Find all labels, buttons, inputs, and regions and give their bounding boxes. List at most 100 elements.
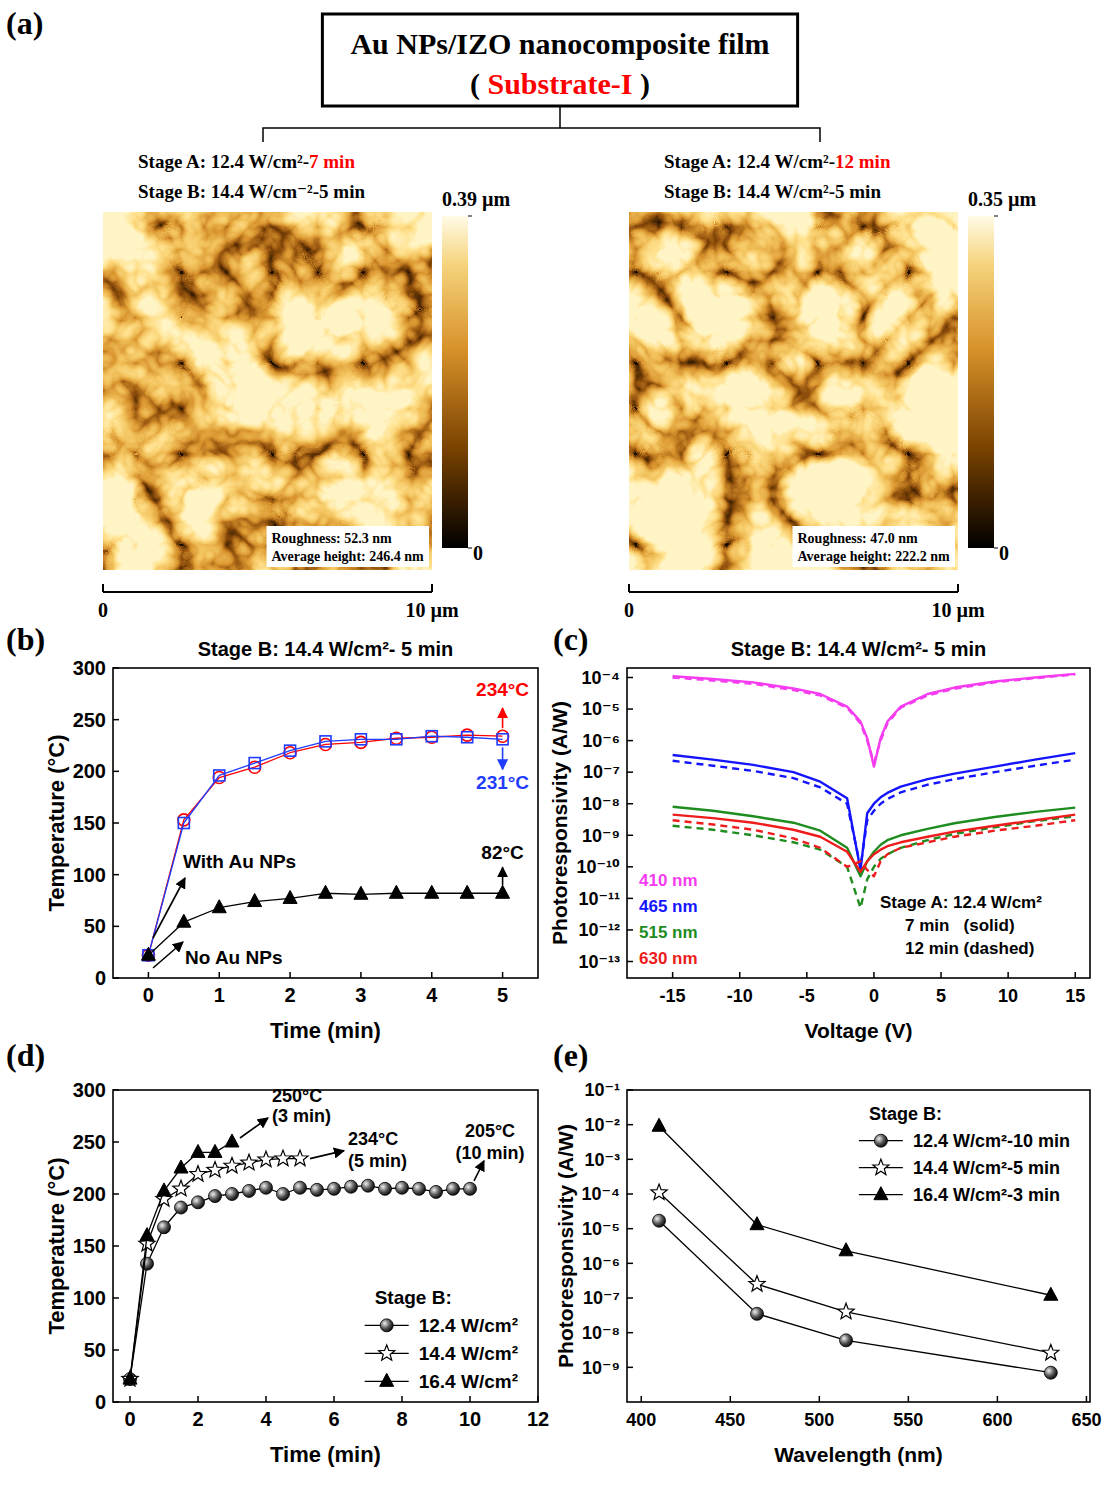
text-part: 7 min <box>309 151 355 172</box>
x-tick <box>819 1396 821 1402</box>
scale-label: 10 µm <box>405 599 459 622</box>
y-tick <box>627 835 633 837</box>
data-point <box>140 1228 154 1241</box>
y-tick <box>627 898 633 900</box>
y-tick-label: 10⁻¹ <box>584 1080 620 1100</box>
scale-label: 0 <box>624 599 634 621</box>
stats: Roughness: 52.3 nmAverage height: 246.4 … <box>267 526 429 567</box>
x-tick <box>730 1396 732 1402</box>
data-point <box>396 1181 409 1194</box>
data-point <box>840 1334 853 1347</box>
data-point <box>225 1134 239 1147</box>
text-part: Stage A: 12.4 W/cm²- <box>664 151 835 172</box>
arrow <box>153 942 183 968</box>
data-point <box>275 1150 291 1165</box>
data-point <box>391 734 402 745</box>
legend: 410 nm465 nm515 nm630 nm <box>639 871 698 968</box>
figure: (a)Au NPs/IZO nanocomposite film( Substr… <box>0 0 1119 1486</box>
data-point <box>1044 1366 1057 1379</box>
y-tick-label: 0 <box>95 967 106 989</box>
annotation: (3 min) <box>272 1106 331 1126</box>
data-point <box>447 1182 460 1195</box>
average-height: Average height: 222.2 nm <box>798 549 950 564</box>
stats-box <box>793 526 955 567</box>
legend-label: 12.4 W/cm² <box>419 1315 518 1336</box>
series-line <box>130 1159 300 1379</box>
scale-tick <box>957 584 959 592</box>
legend: Stage B:12.4 W/cm²14.4 W/cm²16.4 W/cm² <box>365 1287 518 1392</box>
annotation: 250°C <box>272 1086 322 1106</box>
data-point <box>319 885 333 898</box>
legend-title: Stage B: <box>869 1104 942 1124</box>
y-tick <box>113 926 119 928</box>
x-tick <box>197 1396 199 1402</box>
panel-letter: (b) <box>6 621 45 657</box>
stage-b: Stage B: 14.4 W/cm²-5 min <box>664 181 881 202</box>
arrow <box>310 1151 344 1159</box>
x-tick <box>333 1396 335 1402</box>
x-tick <box>219 972 221 978</box>
data-point <box>497 730 509 742</box>
data-point <box>426 731 437 742</box>
series-line <box>148 736 502 955</box>
data-point <box>380 1373 394 1386</box>
data-point <box>241 1154 257 1169</box>
x-tick-label: -10 <box>727 986 753 1006</box>
y-tick-label: 200 <box>73 1183 106 1205</box>
data-point <box>214 770 225 781</box>
colorbar <box>442 216 468 548</box>
arrow <box>502 867 504 885</box>
panel-letter: (a) <box>6 5 43 41</box>
plot-frame <box>113 1090 538 1402</box>
stage-b: Stage B: 14.4 W/cm⁻²-5 min <box>138 181 365 202</box>
y-tick <box>113 874 119 876</box>
x-tick-label: 8 <box>396 1408 407 1430</box>
series-line <box>673 674 1076 762</box>
x-tick-label: 450 <box>715 1410 745 1430</box>
y-tick-label: 10⁻¹¹ <box>578 889 620 909</box>
scale-tick <box>431 584 433 592</box>
data-point <box>750 1217 764 1230</box>
x-tick-label: 0 <box>143 984 154 1006</box>
data-point <box>379 1345 395 1360</box>
data-point <box>122 1371 138 1386</box>
legend-label: 12.4 W/cm²-10 min <box>913 1131 1070 1151</box>
series-line <box>130 1142 232 1379</box>
y-tick <box>627 1159 633 1161</box>
x-tick-label: 3 <box>355 984 366 1006</box>
data-point <box>328 1182 341 1195</box>
y-tick-label: 150 <box>73 812 106 834</box>
annotation: 12 min (dashed) <box>905 939 1034 958</box>
data-point <box>177 914 191 927</box>
x-tick-label: -5 <box>799 986 815 1006</box>
data-point <box>496 885 510 898</box>
y-tick <box>113 1089 119 1091</box>
y-axis-title: Temperature (°C) <box>44 734 69 911</box>
x-tick-label: 0 <box>869 986 879 1006</box>
y-axis-title: Photoresponsivity (A/W) <box>548 701 571 945</box>
y-tick <box>627 1263 633 1265</box>
legend-label: 14.4 W/cm²-5 min <box>913 1158 1060 1178</box>
stats: Roughness: 47.0 nmAverage height: 222.2 … <box>793 526 955 567</box>
y-tick-label: 10⁻¹² <box>578 920 620 940</box>
plot-frame <box>627 668 1090 978</box>
y-tick <box>627 740 633 742</box>
data-point <box>873 1159 889 1174</box>
data-point <box>277 1188 290 1201</box>
colorbar-tick <box>468 548 472 549</box>
legend-label: 465 nm <box>639 897 698 916</box>
data-point <box>224 1157 240 1172</box>
arrow <box>240 1118 268 1138</box>
annotation: Stage A: 12.4 W/cm² <box>880 893 1042 912</box>
annotation: With Au NPs <box>183 851 296 872</box>
y-tick <box>113 1193 119 1195</box>
series-line <box>659 1126 1051 1295</box>
data-point <box>294 1181 307 1194</box>
data-point <box>174 1160 188 1173</box>
plot-frame <box>627 1090 1090 1402</box>
data-point <box>258 1151 274 1166</box>
y-tick-label: 10⁻² <box>584 1115 620 1135</box>
x-tick-label: 1 <box>214 984 225 1006</box>
data-point <box>311 1183 324 1196</box>
data-point <box>390 732 402 744</box>
